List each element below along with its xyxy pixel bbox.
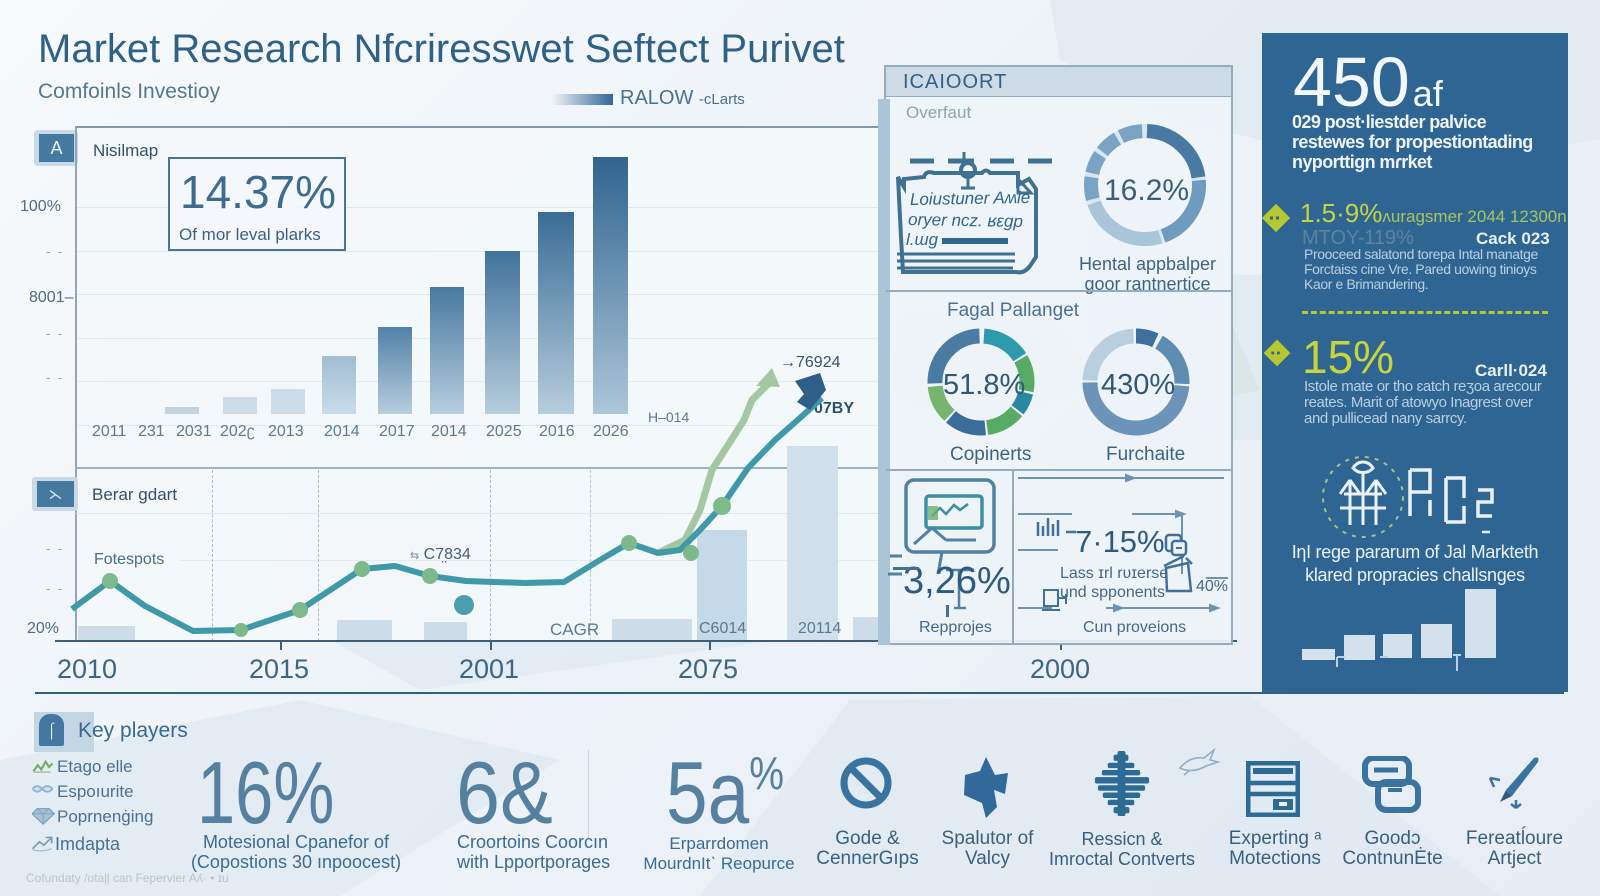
svg-text:oryer ncz. ʁɛgp: oryer ncz. ʁɛgp: [908, 210, 1023, 231]
svg-text:l.ɯg: l.ɯg: [906, 230, 939, 249]
svg-text:Loiustuner Aʍie: Loiustuner Aʍie: [910, 188, 1031, 209]
